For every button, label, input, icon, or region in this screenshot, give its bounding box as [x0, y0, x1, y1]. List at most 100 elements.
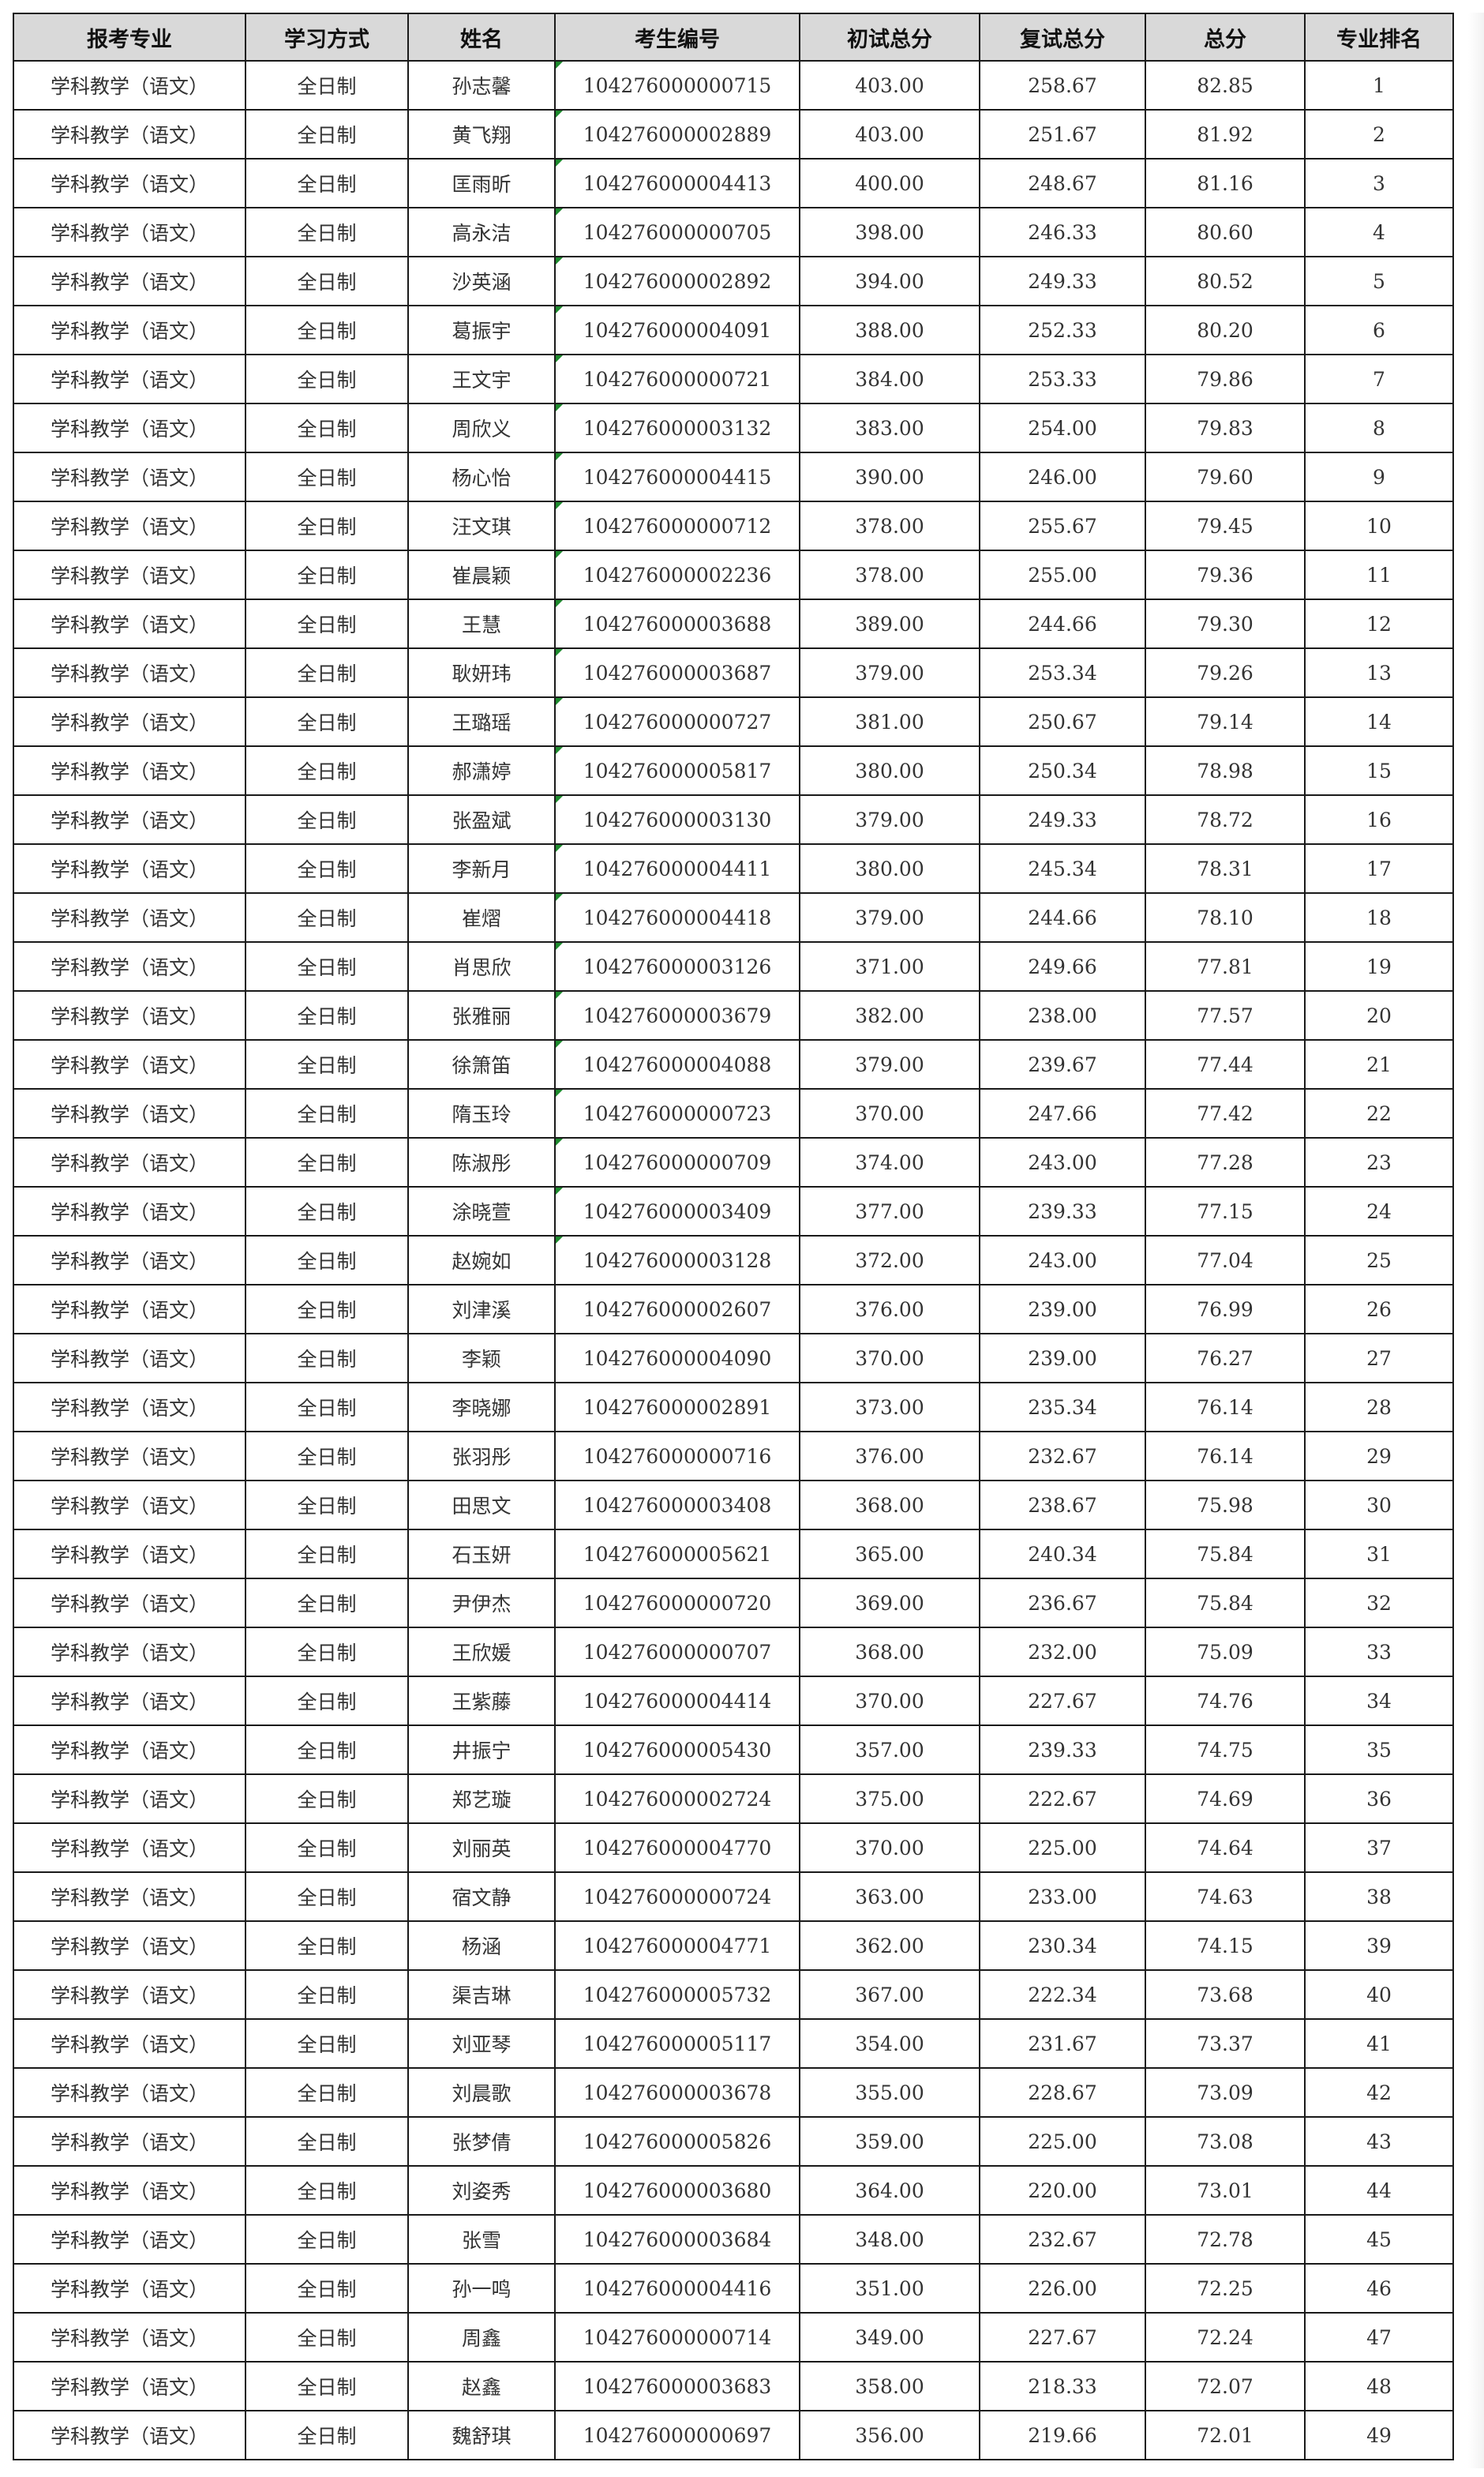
cell-retest-score[interactable]: 244.66 — [979, 892, 1146, 943]
cell-candidate-id[interactable]: 104276000002607 — [554, 1284, 800, 1334]
cell-total-score[interactable]: 77.44 — [1145, 1039, 1306, 1090]
cell-initial-score[interactable]: 379.00 — [799, 892, 980, 943]
cell-rank[interactable]: 31 — [1304, 1529, 1454, 1579]
cell-total-score[interactable]: 79.45 — [1145, 501, 1306, 551]
cell-retest-score[interactable]: 219.66 — [979, 2410, 1146, 2460]
cell-major[interactable]: 学科教学（语文） — [13, 892, 246, 943]
cell-candidate-id[interactable]: 104276000000720 — [554, 1578, 800, 1628]
cell-candidate-id[interactable]: 104276000000721 — [554, 354, 800, 404]
cell-initial-score[interactable]: 378.00 — [799, 501, 980, 551]
cell-retest-score[interactable]: 246.00 — [979, 452, 1146, 502]
cell-name[interactable]: 郑艺璇 — [407, 1773, 556, 1824]
cell-name[interactable]: 刘晨歌 — [407, 2067, 556, 2118]
cell-rank[interactable]: 25 — [1304, 1235, 1454, 1285]
cell-study-mode[interactable]: 全日制 — [245, 647, 409, 698]
cell-study-mode[interactable]: 全日制 — [245, 2067, 409, 2118]
cell-candidate-id[interactable]: 104276000000714 — [554, 2312, 800, 2363]
cell-retest-score[interactable]: 250.34 — [979, 745, 1146, 796]
cell-candidate-id[interactable]: 104276000000697 — [554, 2410, 800, 2460]
cell-major[interactable]: 学科教学（语文） — [13, 1431, 246, 1481]
cell-major[interactable]: 学科教学（语文） — [13, 1969, 246, 2020]
cell-total-score[interactable]: 79.60 — [1145, 452, 1306, 502]
cell-total-score[interactable]: 78.31 — [1145, 843, 1306, 894]
cell-retest-score[interactable]: 238.67 — [979, 1480, 1146, 1530]
cell-initial-score[interactable]: 381.00 — [799, 696, 980, 747]
cell-rank[interactable]: 16 — [1304, 794, 1454, 845]
cell-total-score[interactable]: 77.57 — [1145, 990, 1306, 1041]
cell-candidate-id[interactable]: 104276000003688 — [554, 599, 800, 649]
cell-retest-score[interactable]: 250.67 — [979, 696, 1146, 747]
cell-name[interactable]: 汪文琪 — [407, 501, 556, 551]
cell-study-mode[interactable]: 全日制 — [245, 2312, 409, 2363]
cell-total-score[interactable]: 74.69 — [1145, 1773, 1306, 1824]
cell-name[interactable]: 周鑫 — [407, 2312, 556, 2363]
cell-total-score[interactable]: 74.75 — [1145, 1725, 1306, 1775]
cell-total-score[interactable]: 73.37 — [1145, 2018, 1306, 2069]
cell-initial-score[interactable]: 351.00 — [799, 2263, 980, 2314]
cell-study-mode[interactable]: 全日制 — [245, 1627, 409, 1677]
cell-initial-score[interactable]: 398.00 — [799, 207, 980, 257]
cell-name[interactable]: 沙英涵 — [407, 256, 556, 306]
cell-candidate-id[interactable]: 104276000004411 — [554, 843, 800, 894]
cell-total-score[interactable]: 79.14 — [1145, 696, 1306, 747]
cell-retest-score[interactable]: 218.33 — [979, 2361, 1146, 2411]
cell-name[interactable]: 张雪 — [407, 2214, 556, 2265]
cell-rank[interactable]: 34 — [1304, 1676, 1454, 1726]
cell-total-score[interactable]: 74.76 — [1145, 1676, 1306, 1726]
cell-total-score[interactable]: 78.72 — [1145, 794, 1306, 845]
cell-initial-score[interactable]: 378.00 — [799, 550, 980, 600]
cell-study-mode[interactable]: 全日制 — [245, 158, 409, 208]
cell-retest-score[interactable]: 232.00 — [979, 1627, 1146, 1677]
cell-total-score[interactable]: 75.84 — [1145, 1529, 1306, 1579]
cell-candidate-id[interactable]: 104276000002724 — [554, 1773, 800, 1824]
cell-major[interactable]: 学科教学（语文） — [13, 745, 246, 796]
cell-candidate-id[interactable]: 104276000000723 — [554, 1088, 800, 1139]
cell-rank[interactable]: 23 — [1304, 1137, 1454, 1188]
cell-name[interactable]: 张雅丽 — [407, 990, 556, 1041]
cell-retest-score[interactable]: 240.34 — [979, 1529, 1146, 1579]
cell-retest-score[interactable]: 244.66 — [979, 599, 1146, 649]
cell-total-score[interactable]: 80.20 — [1145, 305, 1306, 355]
cell-major[interactable]: 学科教学（语文） — [13, 1578, 246, 1628]
cell-major[interactable]: 学科教学（语文） — [13, 1137, 246, 1188]
cell-retest-score[interactable]: 230.34 — [979, 1920, 1146, 1971]
cell-name[interactable]: 李新月 — [407, 843, 556, 894]
cell-name[interactable]: 张羽彤 — [407, 1431, 556, 1481]
cell-candidate-id[interactable]: 104276000000707 — [554, 1627, 800, 1677]
cell-total-score[interactable]: 77.04 — [1145, 1235, 1306, 1285]
cell-rank[interactable]: 6 — [1304, 305, 1454, 355]
cell-initial-score[interactable]: 380.00 — [799, 843, 980, 894]
cell-name[interactable]: 孙志馨 — [407, 60, 556, 111]
cell-candidate-id[interactable]: 104276000005826 — [554, 2116, 800, 2167]
cell-total-score[interactable]: 79.30 — [1145, 599, 1306, 649]
cell-rank[interactable]: 7 — [1304, 354, 1454, 404]
cell-candidate-id[interactable]: 104276000002891 — [554, 1382, 800, 1432]
cell-initial-score[interactable]: 363.00 — [799, 1871, 980, 1922]
cell-candidate-id[interactable]: 104276000000727 — [554, 696, 800, 747]
cell-major[interactable]: 学科教学（语文） — [13, 550, 246, 600]
cell-name[interactable]: 井振宁 — [407, 1725, 556, 1775]
cell-name[interactable]: 肖思欣 — [407, 941, 556, 992]
cell-initial-score[interactable]: 383.00 — [799, 403, 980, 453]
cell-major[interactable]: 学科教学（语文） — [13, 501, 246, 551]
cell-major[interactable]: 学科教学（语文） — [13, 1284, 246, 1334]
cell-major[interactable]: 学科教学（语文） — [13, 941, 246, 992]
cell-rank[interactable]: 37 — [1304, 1822, 1454, 1873]
cell-rank[interactable]: 49 — [1304, 2410, 1454, 2460]
cell-study-mode[interactable]: 全日制 — [245, 1920, 409, 1971]
cell-total-score[interactable]: 82.85 — [1145, 60, 1306, 111]
cell-major[interactable]: 学科教学（语文） — [13, 1333, 246, 1383]
cell-study-mode[interactable]: 全日制 — [245, 1822, 409, 1873]
cell-initial-score[interactable]: 377.00 — [799, 1186, 980, 1237]
cell-name[interactable]: 杨心怡 — [407, 452, 556, 502]
cell-total-score[interactable]: 76.14 — [1145, 1382, 1306, 1432]
cell-study-mode[interactable]: 全日制 — [245, 2410, 409, 2460]
cell-rank[interactable]: 24 — [1304, 1186, 1454, 1237]
cell-initial-score[interactable]: 380.00 — [799, 745, 980, 796]
cell-name[interactable]: 赵鑫 — [407, 2361, 556, 2411]
cell-total-score[interactable]: 79.26 — [1145, 647, 1306, 698]
cell-total-score[interactable]: 74.63 — [1145, 1871, 1306, 1922]
cell-retest-score[interactable]: 239.67 — [979, 1039, 1146, 1090]
cell-name[interactable]: 刘津溪 — [407, 1284, 556, 1334]
cell-candidate-id[interactable]: 104276000003130 — [554, 794, 800, 845]
